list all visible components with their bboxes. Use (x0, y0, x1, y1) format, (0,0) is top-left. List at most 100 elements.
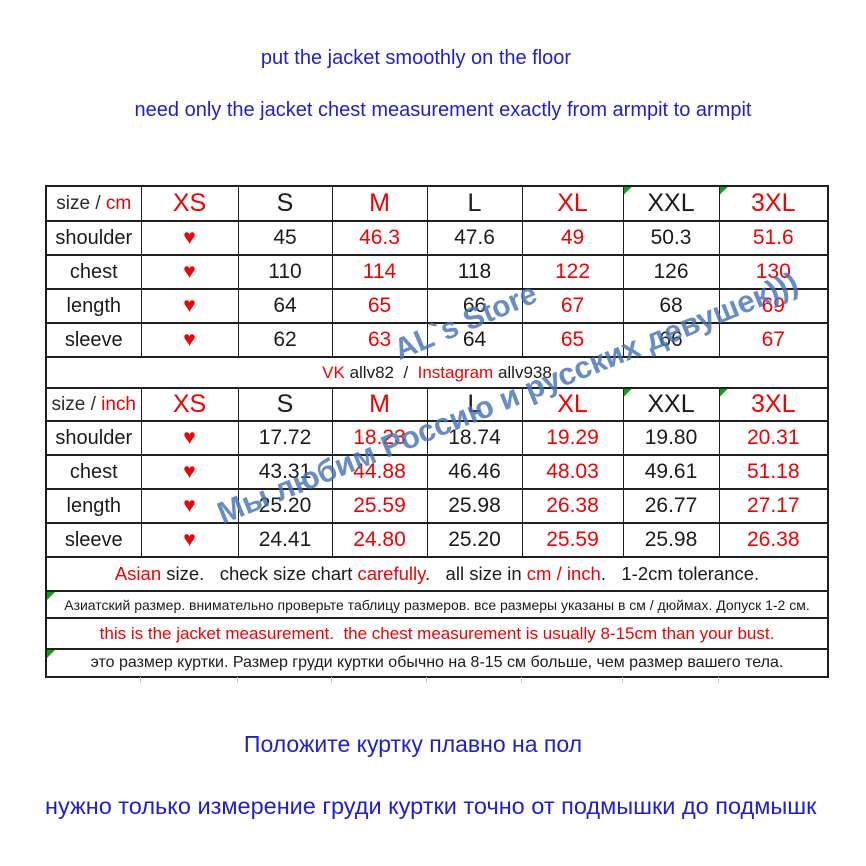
table-row: shoulder ♥ 17.72 18.23 18.74 19.29 19.80 20.31 (45, 420, 829, 456)
value-inch-chest-l: 46.46 (426, 454, 523, 490)
size-header-label: M (369, 390, 390, 418)
size-header-cm-xxl: XXL (622, 185, 720, 222)
size-header-label: XL (557, 189, 588, 217)
value-cm-length-s: 64 (237, 288, 333, 324)
value-cm-shoulder-3xl: 51.6 (718, 220, 829, 256)
value-cm-length-xxl: 68 (622, 288, 720, 324)
social-handle-text: / (394, 362, 418, 382)
size-header-cm-s: S (237, 185, 333, 222)
social-handle-text: allv938 (493, 362, 552, 382)
value-inch-shoulder-xl: 19.29 (521, 420, 624, 456)
value-cm-length-m: 65 (331, 288, 428, 324)
value-inch-length-3xl: 27.17 (718, 488, 829, 524)
heart-icon: ♥ (140, 254, 239, 290)
table-row: это размер куртки. Размер груди куртки о… (45, 648, 829, 678)
table-row: Asian size. check size chart carefully. … (45, 556, 829, 592)
heart-icon: ♥ (140, 322, 239, 358)
row-label-cm-chest: chest (45, 254, 142, 290)
size-header-label: S (276, 390, 294, 418)
ghost-tick (622, 677, 623, 683)
size-header-label: XXL (647, 390, 695, 418)
size-header-inch-l: L (426, 387, 523, 422)
cell-corner-marker-icon (720, 390, 728, 397)
size-header-label: M (369, 189, 390, 217)
value-inch-sleeve-xl: 25.59 (521, 522, 624, 558)
table-row: size / cm XS S M L XL XXL 3XL (45, 185, 829, 222)
value-cm-shoulder-xl: 49 (521, 220, 624, 256)
ghost-tick (237, 677, 238, 683)
size-header-label: XS (172, 390, 207, 418)
value-cm-shoulder-m: 46.3 (331, 220, 428, 256)
value-inch-sleeve-xxl: 25.98 (622, 522, 720, 558)
value-cm-sleeve-m: 63 (331, 322, 428, 358)
value-cm-chest-xxl: 126 (622, 254, 720, 290)
size-header-inch-m: M (331, 387, 428, 422)
heart-icon: ♥ (140, 488, 239, 524)
value-cm-chest-s: 110 (237, 254, 333, 290)
social-handle-text: allv82 (349, 362, 394, 382)
size-header-cm-3xl: 3XL (718, 185, 829, 222)
row-label-inch-length: length (45, 488, 142, 524)
table-row: length ♥ 25.20 25.59 25.98 26.38 26.77 27.17 (45, 488, 829, 524)
unit-label-cm-text: cm (105, 192, 132, 214)
table-row: VK allv82 / Instagram allv938 (45, 356, 829, 389)
jacket-measurement-note-text: this is the jacket measurement. the ches… (99, 623, 775, 643)
social-handle-text: Instagram (417, 362, 494, 382)
heart-icon: ♥ (140, 288, 239, 324)
value-inch-sleeve-s: 24.41 (237, 522, 333, 558)
value-inch-sleeve-3xl: 26.38 (718, 522, 829, 558)
table-row: chest ♥ 43.31 44.88 46.46 48.03 49.61 51.18 (45, 454, 829, 490)
size-header-label: L (467, 189, 482, 217)
cell-corner-marker-icon (720, 188, 728, 195)
unit-label-inch-text: inch (101, 393, 136, 415)
size-chart-table: size / cm XS S M L XL XXL 3XL shoulder ♥ 45 46.3 47.… (45, 185, 829, 678)
instruction-ru-line-1: Положите куртку плавно на пол (243, 731, 583, 757)
row-label-inch-shoulder: shoulder (45, 420, 142, 456)
value-inch-shoulder-xxl: 19.80 (622, 420, 720, 456)
ghost-tick (140, 677, 141, 683)
cell-corner-marker-icon (47, 593, 55, 600)
size-header-label: L (467, 390, 482, 418)
heart-icon: ♥ (140, 522, 239, 558)
asian-size-note-text: . 1-2cm tolerance. (600, 563, 760, 584)
asian-size-note-text: size. check size chart (161, 563, 358, 584)
asian-size-note: Asian size. check size chart carefully. … (45, 556, 829, 592)
table-row: length ♥ 64 65 66 67 68 69 (45, 288, 829, 324)
ghost-tick (426, 677, 427, 683)
unit-label-cm-text: size / (56, 192, 106, 214)
ghost-tick (521, 677, 522, 683)
value-inch-length-m: 25.59 (331, 488, 428, 524)
unit-label-cm: size / cm (45, 185, 142, 222)
heart-icon: ♥ (140, 420, 239, 456)
value-cm-shoulder-s: 45 (237, 220, 333, 256)
value-cm-sleeve-3xl: 67 (718, 322, 829, 358)
asian-size-note-ru-text: Азиатский размер. внимательно проверьте … (64, 596, 810, 613)
value-cm-sleeve-xl: 65 (521, 322, 624, 358)
size-header-inch-xxl: XXL (622, 387, 720, 422)
social-handle-text: VK (322, 362, 350, 382)
size-header-label: 3XL (751, 390, 796, 418)
size-header-inch-xs: XS (140, 387, 239, 422)
value-inch-shoulder-m: 18.23 (331, 420, 428, 456)
value-cm-sleeve-s: 62 (237, 322, 333, 358)
asian-size-note-text: Asian (114, 563, 162, 584)
ghost-tick (331, 677, 332, 683)
instruction-en-line-2: need only the jacket chest measurement e… (134, 99, 752, 121)
value-inch-chest-xxl: 49.61 (622, 454, 720, 490)
instruction-ru-line-2: нужно только измерение груди куртки точн… (45, 793, 817, 819)
row-label-cm-shoulder: shoulder (45, 220, 142, 256)
size-header-cm-m: M (331, 185, 428, 222)
value-inch-chest-xl: 48.03 (521, 454, 624, 490)
cell-corner-marker-icon (624, 390, 632, 397)
value-inch-length-xxl: 26.77 (622, 488, 720, 524)
asian-size-note-ru: Азиатский размер. внимательно проверьте … (45, 590, 829, 619)
row-label-inch-sleeve: sleeve (45, 522, 142, 558)
value-inch-sleeve-l: 25.20 (426, 522, 523, 558)
jacket-measurement-note: this is the jacket measurement. the ches… (45, 617, 829, 650)
size-header-label: S (276, 189, 294, 217)
size-header-cm-xs: XS (140, 185, 239, 222)
social-handles-row: VK allv82 / Instagram allv938 (45, 356, 829, 389)
ghost-tick (718, 677, 719, 683)
value-inch-length-l: 25.98 (426, 488, 523, 524)
